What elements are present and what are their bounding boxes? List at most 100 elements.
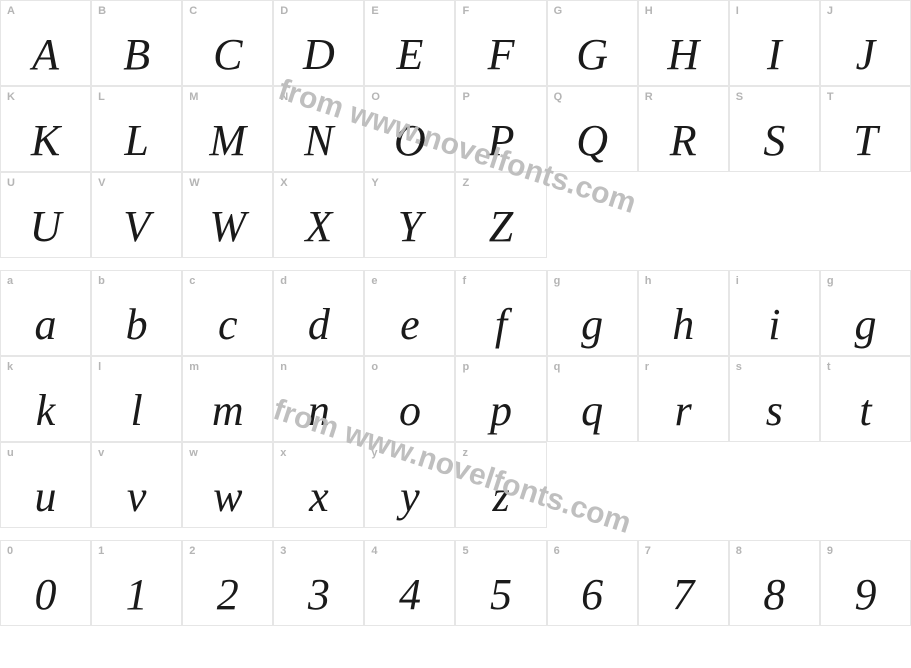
cell-corner-label: X (280, 177, 287, 189)
char-cell: zz (455, 442, 546, 528)
char-cell: GG (547, 0, 638, 86)
cell-corner-label: l (98, 361, 101, 373)
cell-glyph: v (92, 475, 181, 519)
char-cell: TT (820, 86, 911, 172)
cell-corner-label: p (462, 361, 469, 373)
cell-glyph: g (821, 303, 910, 347)
cell-glyph: x (274, 475, 363, 519)
char-cell: EE (364, 0, 455, 86)
char-cell: nn (273, 356, 364, 442)
cell-corner-label: F (462, 5, 469, 17)
cell-corner-label: 9 (827, 545, 833, 557)
char-cell: HH (638, 0, 729, 86)
cell-corner-label: 1 (98, 545, 104, 557)
cell-corner-label: h (645, 275, 652, 287)
empty-cell (547, 442, 638, 528)
cell-glyph: 3 (274, 573, 363, 617)
cell-corner-label: 0 (7, 545, 13, 557)
cell-corner-label: t (827, 361, 831, 373)
cell-glyph: s (730, 389, 819, 433)
cell-glyph: c (183, 303, 272, 347)
cell-glyph: e (365, 303, 454, 347)
cell-corner-label: i (736, 275, 739, 287)
cell-glyph: 2 (183, 573, 272, 617)
char-cell: xx (273, 442, 364, 528)
cell-glyph: i (730, 303, 819, 347)
cell-corner-label: g (827, 275, 834, 287)
char-cell: vv (91, 442, 182, 528)
cell-glyph: Y (365, 205, 454, 249)
char-cell: WW (182, 172, 273, 258)
cell-corner-label: Q (554, 91, 563, 103)
char-cell: XX (273, 172, 364, 258)
char-cell: 88 (729, 540, 820, 626)
cell-corner-label: L (98, 91, 105, 103)
char-cell: ff (455, 270, 546, 356)
char-cell: 66 (547, 540, 638, 626)
empty-cell (547, 172, 638, 258)
cell-glyph: R (639, 119, 728, 163)
cell-corner-label: M (189, 91, 198, 103)
char-cell: ss (729, 356, 820, 442)
cell-glyph: w (183, 475, 272, 519)
cell-corner-label: O (371, 91, 380, 103)
char-cell: KK (0, 86, 91, 172)
cell-glyph: g (548, 303, 637, 347)
cell-glyph: C (183, 33, 272, 77)
cell-glyph: Q (548, 119, 637, 163)
cell-glyph: u (1, 475, 90, 519)
char-cell: 00 (0, 540, 91, 626)
cell-glyph: B (92, 33, 181, 77)
char-cell: SS (729, 86, 820, 172)
char-cell: QQ (547, 86, 638, 172)
char-cell: mm (182, 356, 273, 442)
cell-corner-label: m (189, 361, 199, 373)
char-cell: NN (273, 86, 364, 172)
char-cell: aa (0, 270, 91, 356)
cell-glyph: H (639, 33, 728, 77)
cell-corner-label: o (371, 361, 378, 373)
cell-glyph: h (639, 303, 728, 347)
cell-corner-label: 3 (280, 545, 286, 557)
cell-glyph: K (1, 119, 90, 163)
font-character-map: AABBCCDDEEFFGGHHIIJJKKLLMMNNOOPPQQRRSSTT… (0, 0, 911, 626)
char-cell: PP (455, 86, 546, 172)
char-cell: YY (364, 172, 455, 258)
cell-glyph: O (365, 119, 454, 163)
cell-corner-label: J (827, 5, 833, 17)
char-cell: CC (182, 0, 273, 86)
cell-corner-label: g (554, 275, 561, 287)
cell-corner-label: d (280, 275, 287, 287)
char-cell: UU (0, 172, 91, 258)
char-block-digits: 00112233445566778899 (0, 540, 911, 626)
cell-corner-label: Y (371, 177, 378, 189)
char-cell: kk (0, 356, 91, 442)
cell-corner-label: I (736, 5, 739, 17)
cell-corner-label: A (7, 5, 15, 17)
cell-corner-label: q (554, 361, 561, 373)
char-cell: bb (91, 270, 182, 356)
cell-glyph: 1 (92, 573, 181, 617)
cell-corner-label: k (7, 361, 13, 373)
empty-cell (820, 172, 911, 258)
char-block-uppercase: AABBCCDDEEFFGGHHIIJJKKLLMMNNOOPPQQRRSSTT… (0, 0, 911, 258)
char-cell: 99 (820, 540, 911, 626)
cell-corner-label: 4 (371, 545, 377, 557)
cell-glyph: Z (456, 205, 545, 249)
cell-corner-label: Z (462, 177, 469, 189)
cell-glyph: 6 (548, 573, 637, 617)
cell-glyph: t (821, 389, 910, 433)
char-cell: VV (91, 172, 182, 258)
char-cell: AA (0, 0, 91, 86)
char-cell: ll (91, 356, 182, 442)
cell-corner-label: U (7, 177, 15, 189)
char-cell: qq (547, 356, 638, 442)
cell-corner-label: W (189, 177, 199, 189)
cell-corner-label: N (280, 91, 288, 103)
char-cell: JJ (820, 0, 911, 86)
cell-corner-label: c (189, 275, 195, 287)
cell-glyph: q (548, 389, 637, 433)
cell-corner-label: u (7, 447, 14, 459)
empty-cell (729, 172, 820, 258)
cell-corner-label: C (189, 5, 197, 17)
